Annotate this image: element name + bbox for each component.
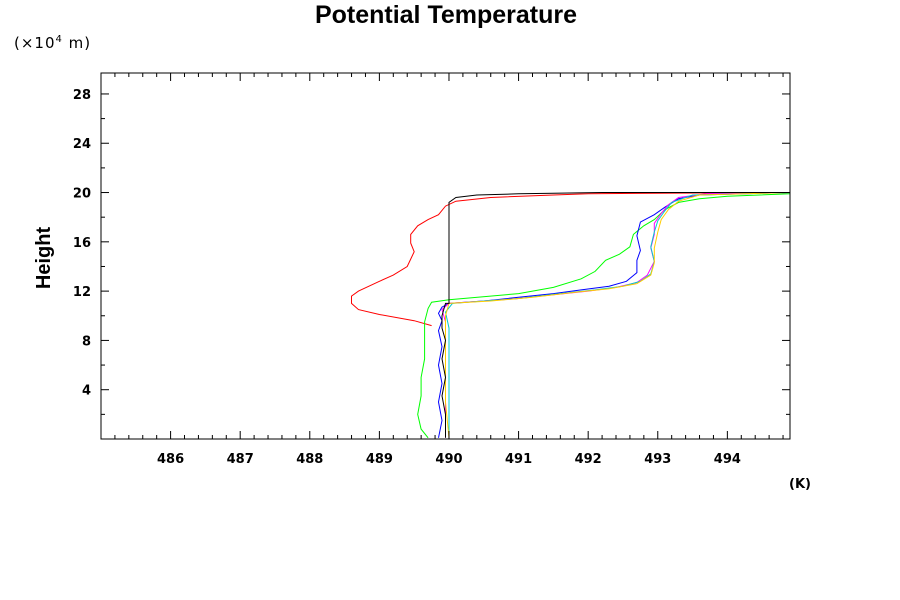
y-tick-label: 8 <box>82 334 91 349</box>
plot-frame <box>100 72 791 440</box>
series-line-2 <box>417 193 791 439</box>
chart-title: Potential Temperature <box>314 1 578 29</box>
x-tick-label: 487 <box>227 452 254 467</box>
y-tick-label: 28 <box>73 88 91 103</box>
x-tick-label: 488 <box>296 452 323 467</box>
y-axis-title: Height <box>33 227 55 290</box>
x-tick-label: 493 <box>644 452 671 467</box>
x-tick-label: 494 <box>714 452 741 467</box>
x-tick-label: 490 <box>435 452 462 467</box>
y-tick-label: 4 <box>82 384 91 399</box>
series-line-7 <box>441 192 790 438</box>
y-tick-label: 24 <box>73 137 91 152</box>
x-axis-unit: (K) <box>789 477 811 492</box>
series-line-5 <box>444 192 791 438</box>
x-tick-label: 491 <box>505 452 532 467</box>
x-tick-label: 492 <box>575 452 602 467</box>
y-tick-label: 12 <box>73 285 91 300</box>
series-line-6 <box>445 192 791 438</box>
y-tick-label: 20 <box>73 187 91 202</box>
x-tick-label: 486 <box>157 452 184 467</box>
series-line-1 <box>351 192 791 327</box>
tick-labels-layer: 486 487 488 489 490 491 492 493 494 4 8 12 16 20 24 28 <box>73 88 741 467</box>
y-axis-unit-exponent: 4 <box>55 34 63 45</box>
y-axis-unit-suffix: m) <box>62 34 92 52</box>
y-tick-label: 16 <box>73 236 91 251</box>
series-line-4 <box>441 192 791 438</box>
y-axis-unit-prefix: (×10 <box>14 34 56 52</box>
ticks-layer <box>100 73 790 439</box>
series-line-3 <box>437 192 791 438</box>
y-axis-unit: (×104 m) <box>14 34 91 52</box>
series-layer <box>351 192 791 439</box>
x-tick-label: 489 <box>366 452 393 467</box>
